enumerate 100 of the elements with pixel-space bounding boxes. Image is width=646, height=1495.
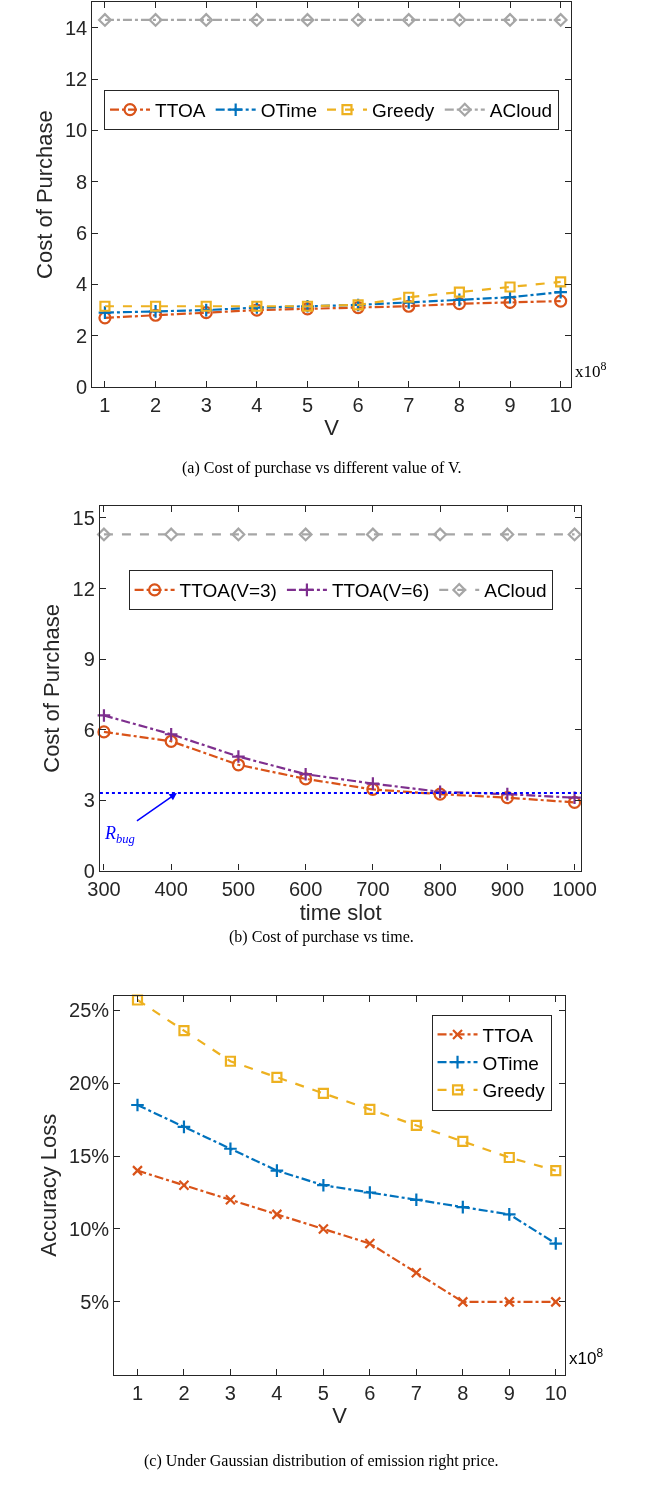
point [500,791,514,805]
point [198,302,214,318]
x-axis-title: V [332,1402,348,1428]
point [148,308,163,322]
y-tick-label: 20% [69,1072,110,1095]
y-tick-label: 10 [64,119,88,142]
point [176,1119,192,1135]
ref-line-label: R$_{bug}$ [104,823,135,846]
x-tick-label: 8 [457,1381,469,1404]
y-tick-label: 3 [83,789,95,812]
legend-label: Greedy [371,100,435,122]
y-axis-title: Cost of Purchase [31,110,57,279]
y-tick-label: 2 [76,324,88,347]
point [365,527,380,542]
point [452,297,466,311]
point [453,286,465,298]
point [503,295,517,309]
point [364,1237,376,1250]
point [315,1177,331,1193]
point [97,305,113,321]
point [410,1119,422,1132]
point [550,1165,562,1177]
point [96,708,112,723]
x-tick-label: 2 [178,1381,190,1404]
x-tick-label: 3 [224,1381,236,1404]
point [408,1192,424,1208]
y-tick-label: 8 [76,170,88,193]
point [401,13,416,27]
y-tick-label: 5% [80,1290,110,1313]
point [300,302,315,316]
point [553,284,569,300]
point [148,13,163,27]
y-tick-label: 4 [76,273,88,296]
point [567,790,582,806]
text: (c) Under Gaussian distribution of emission right price. [144,1452,499,1470]
x-tick-label: 2 [150,394,162,417]
y-tick-label: 12 [64,68,88,91]
point [231,758,246,772]
x-tick-label: 10 [549,394,572,417]
x-tick-label: 7 [403,394,415,417]
point [131,994,144,1006]
point [97,725,111,739]
point [99,300,111,312]
x-tick-label: 7 [410,1381,422,1404]
legend-label: OTime [260,100,317,122]
y-tick-label: 25% [69,999,110,1022]
point [410,1267,422,1279]
x-tick-label: 10 [544,1381,567,1404]
point [351,13,366,27]
point [98,311,112,325]
point [231,749,246,764]
y-tick-label: 6 [83,718,95,741]
point [271,1208,283,1220]
y-tick-label: 9 [83,648,95,671]
point [402,299,416,313]
legend-label: TTOA [155,100,206,122]
x-tick-label: 6 [352,394,364,417]
point [317,1223,329,1235]
point [553,13,568,27]
point [224,1194,237,1206]
x-axis-title: time slot [299,899,382,925]
point [554,294,568,308]
y-tick-label: 0 [76,376,88,399]
legend-label: OTime [482,1052,539,1074]
point [97,13,112,27]
point [503,1151,515,1164]
x-tick-label: 1000 [552,877,597,900]
y-tick-label: 15 [72,507,95,529]
point [163,726,179,742]
x-tick-label: 600 [288,877,323,900]
point [178,1179,190,1191]
y-tick-label: 12 [72,577,95,600]
y-axis-title: Accuracy Loss [35,1113,61,1257]
x-tick-label: 800 [423,877,457,900]
point [457,1135,469,1148]
y-tick-label: 6 [76,222,88,245]
point [451,292,467,308]
y-tick-label: 15% [69,1145,110,1168]
text: (b) Cost of purchase vs time. [229,928,414,946]
x-tick-label: 4 [251,394,263,417]
point [300,13,315,27]
point [457,1296,469,1308]
point [366,782,380,797]
point [503,1296,515,1308]
point [401,295,417,310]
point [249,13,264,27]
legend-label: ACloud [484,580,547,602]
point [504,281,516,293]
text: x10$^{8}$ [569,1346,604,1369]
point [365,776,381,791]
point [231,527,246,542]
legend-label: TTOA(V=6) [331,580,430,602]
point [567,527,582,542]
point [130,1097,145,1113]
y-axis-title: Cost of Purchase [39,604,65,773]
point [224,1055,237,1067]
point [550,1296,562,1308]
point [269,1163,285,1179]
point [452,13,467,27]
point [501,1206,517,1222]
